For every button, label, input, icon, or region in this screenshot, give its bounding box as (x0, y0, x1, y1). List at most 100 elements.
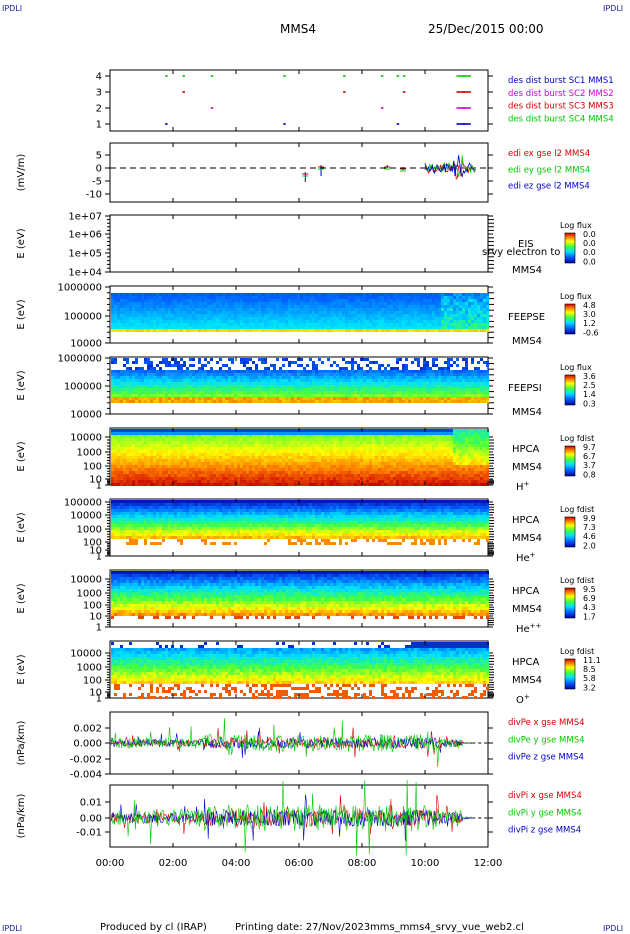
spectrogram-cell (291, 311, 294, 314)
spectrogram-cell (267, 370, 270, 373)
spectrogram-cell (384, 317, 387, 320)
spectrogram-cell (192, 474, 195, 477)
spectrogram-cell (255, 447, 258, 450)
spectrogram-cell (411, 329, 414, 332)
spectrogram-cell (300, 468, 303, 471)
spectrogram-cell (234, 441, 237, 444)
spectrogram-cell (231, 317, 234, 320)
spectrogram-cell (273, 317, 276, 320)
spectrogram-cell (282, 471, 285, 474)
spectrogram-cell (129, 379, 132, 382)
spectrogram-cell (219, 370, 222, 373)
spectrogram-cell (168, 323, 171, 326)
spectrogram-cell (429, 293, 432, 296)
spectrogram-cell (381, 302, 384, 305)
spectrogram-cell (378, 400, 381, 403)
spectrogram-cell (420, 394, 423, 397)
spectrogram-cell (228, 391, 231, 394)
spectrogram-cell (192, 326, 195, 329)
spectrogram-cell (123, 471, 126, 474)
spectrogram-cell (177, 391, 180, 394)
spectrogram-cell (312, 311, 315, 314)
colorbar-tick: 4.3 (583, 603, 596, 612)
spectrogram-cell (153, 308, 156, 311)
spectrogram-cell (237, 317, 240, 320)
spectrogram-cell (474, 391, 477, 394)
spectrogram-cell (471, 376, 474, 379)
spectrogram-cell (375, 329, 378, 332)
spectrogram-cell (369, 308, 372, 311)
spectrogram-cell (132, 305, 135, 308)
spectrogram-cell (198, 483, 201, 486)
spectrogram-cell (333, 391, 336, 394)
spectrogram-cell (189, 477, 192, 480)
spectrogram-cell (189, 435, 192, 438)
spectrogram-cell (315, 293, 318, 296)
spectrogram-cell (291, 435, 294, 438)
spectrogram-cell (348, 376, 351, 379)
spectrogram-cell (135, 370, 138, 373)
spectrogram-cell (201, 429, 204, 432)
spectrogram-cell (159, 302, 162, 305)
spectrogram-cell (255, 459, 258, 462)
spectrogram-cell (273, 471, 276, 474)
spectrogram-cell (267, 444, 270, 447)
spectrogram-cell (279, 447, 282, 450)
spectrogram-cell (348, 320, 351, 323)
spectrogram-cell (429, 311, 432, 314)
spectrogram-cell (249, 394, 252, 397)
spectrogram-cell (246, 456, 249, 459)
spectrogram-cell (390, 311, 393, 314)
spectrogram-cell (432, 364, 435, 367)
spectrogram-cell (276, 293, 279, 296)
spectrogram-cell (402, 293, 405, 296)
spectrogram-cell (474, 302, 477, 305)
spectrogram-cell (195, 474, 198, 477)
spectrogram-cell (249, 373, 252, 376)
spectrogram-cell (225, 388, 228, 391)
spectrogram-cell (150, 388, 153, 391)
spectrogram-cell (285, 462, 288, 465)
spectrogram-cell (249, 314, 252, 317)
spectrogram-cell (441, 394, 444, 397)
burst-mark (182, 75, 185, 77)
spectrogram-cell (210, 441, 213, 444)
spectrogram-cell (153, 447, 156, 450)
spectrogram-cell (204, 453, 207, 456)
spectrogram-cell (138, 373, 141, 376)
spectrogram-cell (342, 329, 345, 332)
spectrogram-cell (141, 438, 144, 441)
spectrogram-cell (222, 444, 225, 447)
spectrogram-cell (159, 329, 162, 332)
spectrogram-cell (252, 379, 255, 382)
spectrogram-cell (120, 480, 123, 483)
spectrogram-cell (195, 394, 198, 397)
spectrogram-cell (246, 450, 249, 453)
spectrogram-cell (285, 465, 288, 468)
spectrogram-cell (147, 456, 150, 459)
spectrogram-cell (243, 453, 246, 456)
spectrogram-cell (348, 394, 351, 397)
spectrogram-cell (240, 358, 243, 361)
spectrogram-cell (126, 320, 129, 323)
spectrogram-cell (237, 450, 240, 453)
spectrogram-cell (225, 382, 228, 385)
spectrogram-cell (417, 400, 420, 403)
spectrogram-cell (273, 429, 276, 432)
spectrogram-cell (195, 299, 198, 302)
spectrogram-cell (204, 480, 207, 483)
spectrogram-cell (456, 364, 459, 367)
spectrogram-cell (192, 480, 195, 483)
spectrogram-cell (240, 382, 243, 385)
spectrogram-cell (291, 370, 294, 373)
spectrogram-cell (111, 441, 114, 444)
spectrogram-cell (405, 305, 408, 308)
spectrogram-cell (240, 441, 243, 444)
spectrogram-cell (306, 394, 309, 397)
spectrogram-cell (360, 370, 363, 373)
spectrogram-cell (285, 308, 288, 311)
spectrogram-cell (264, 361, 267, 364)
spectrogram-cell (228, 441, 231, 444)
spectrogram-cell (435, 388, 438, 391)
spectrogram-cell (237, 373, 240, 376)
